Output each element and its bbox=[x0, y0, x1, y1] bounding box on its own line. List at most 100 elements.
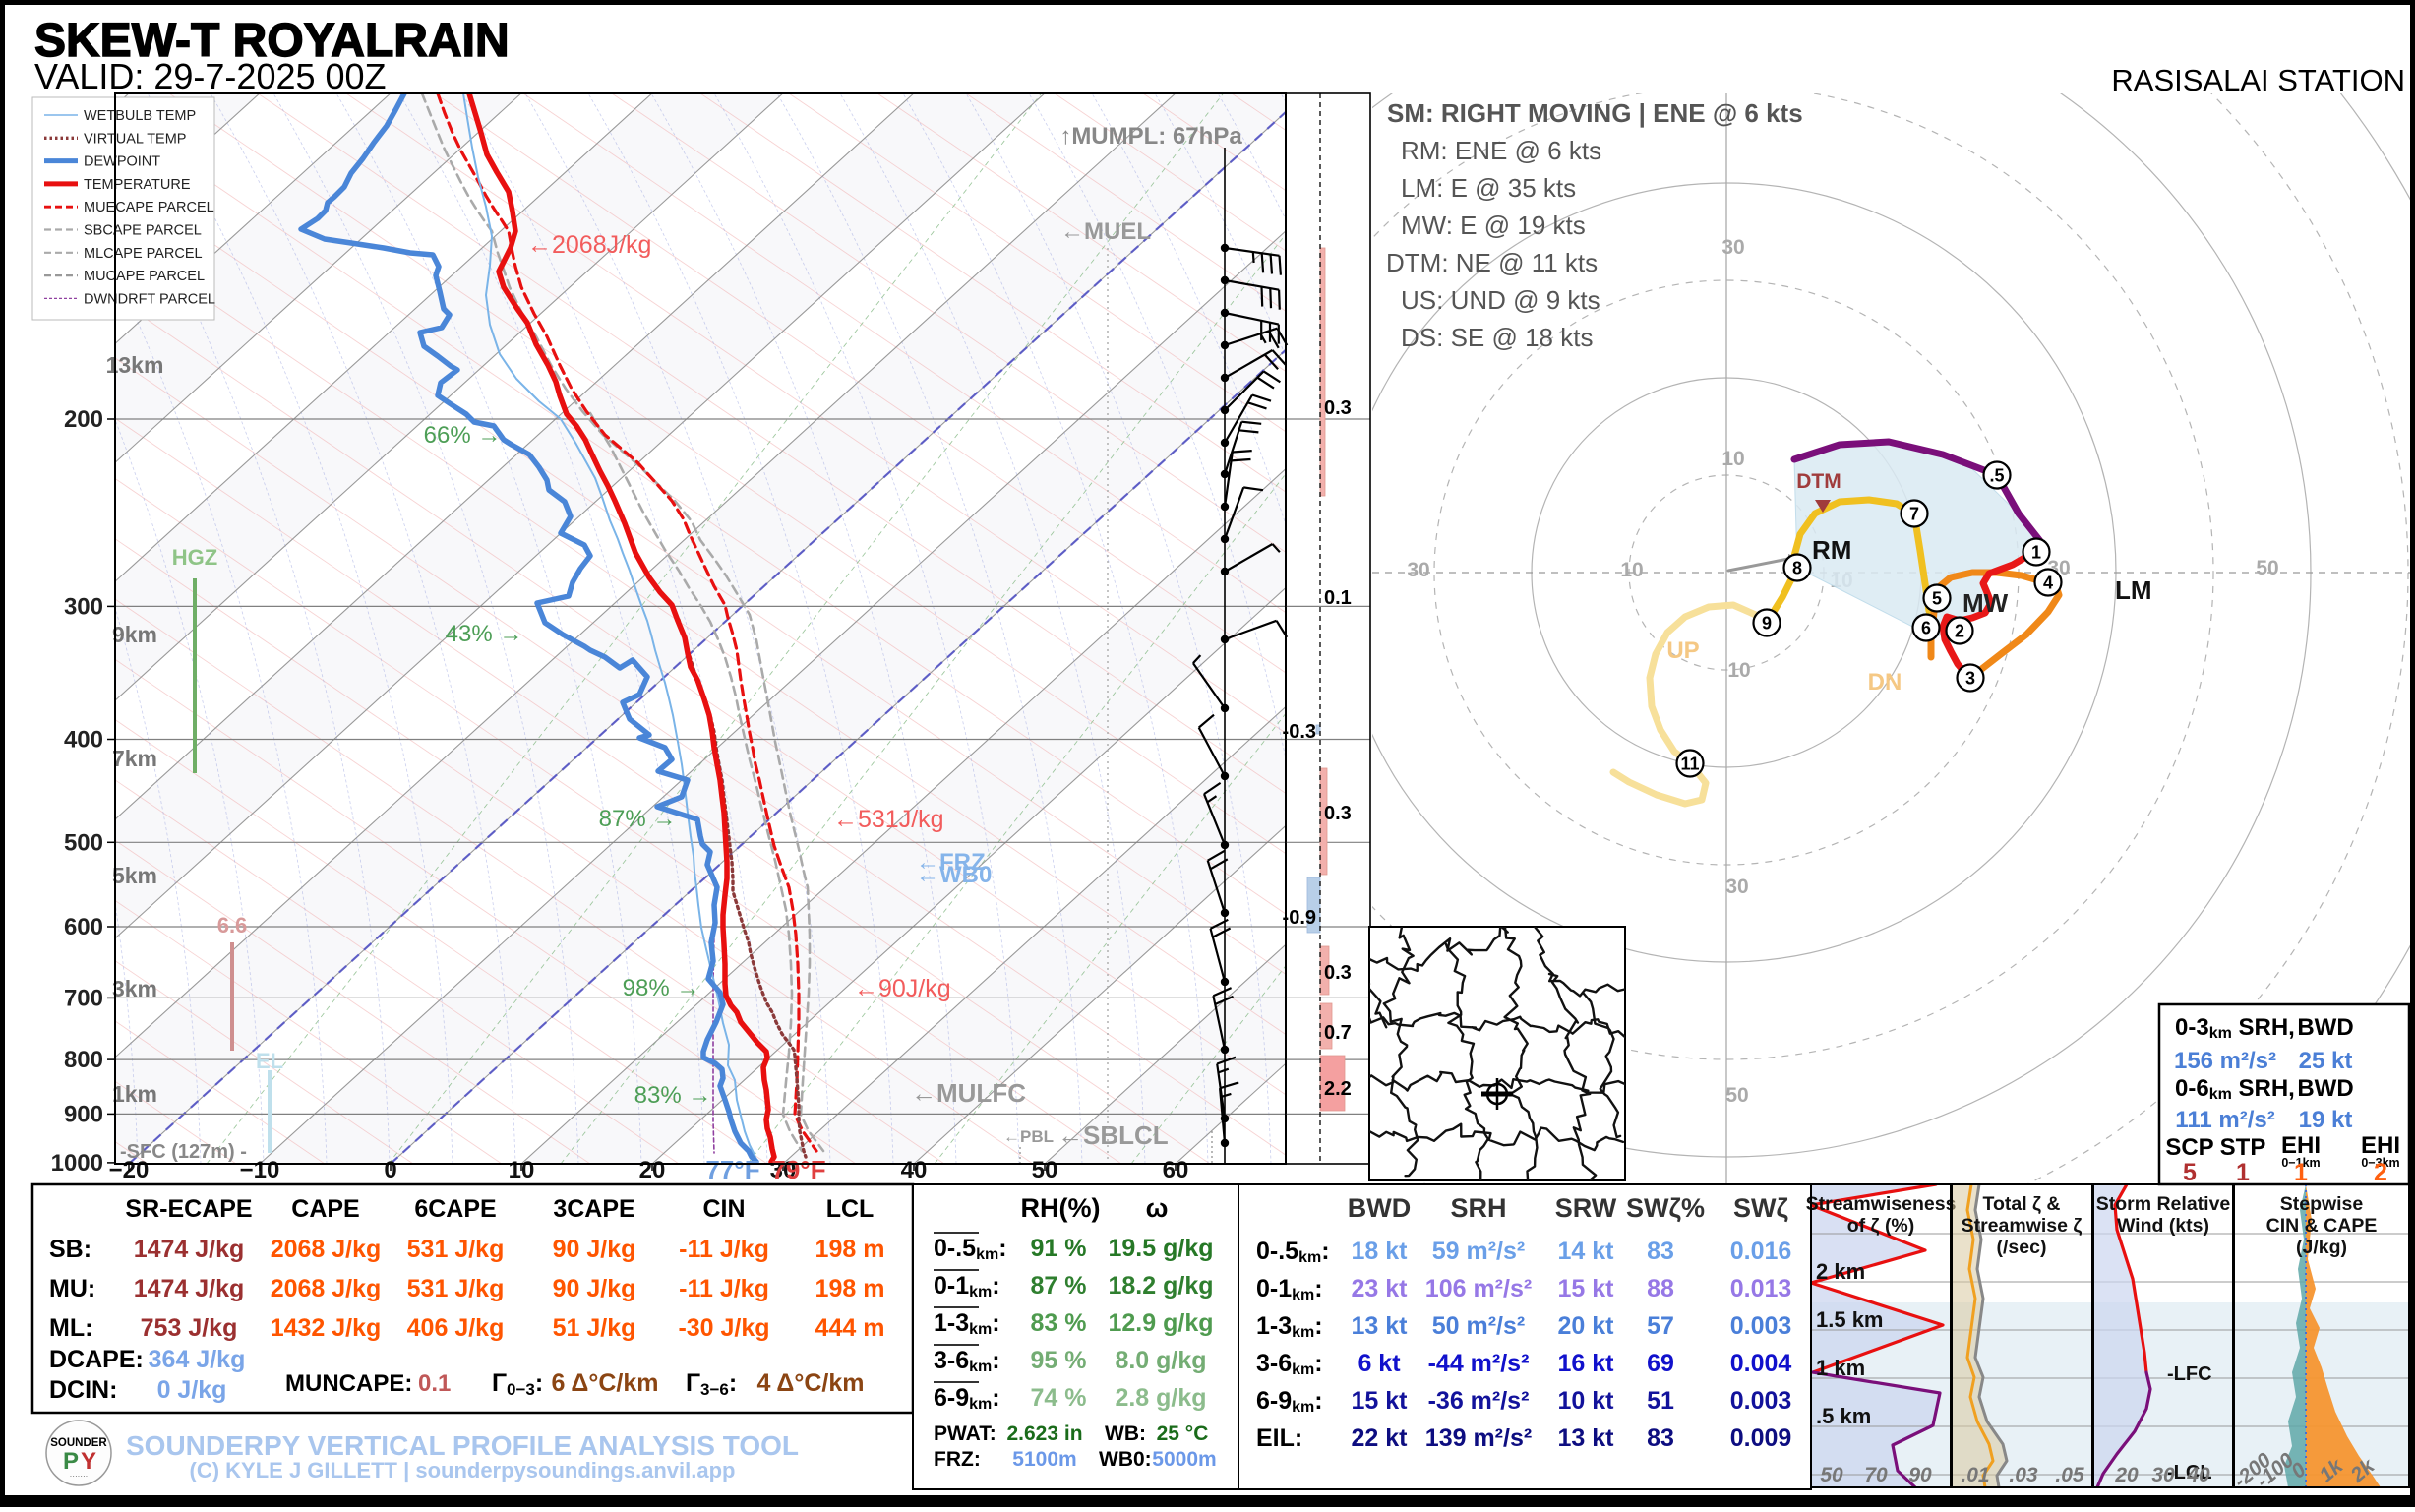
svg-text:SRH: SRH bbox=[1450, 1193, 1506, 1223]
svg-text:40: 40 bbox=[2186, 1464, 2210, 1486]
svg-text:-LFC: -LFC bbox=[2167, 1363, 2212, 1385]
svg-text:TEMPERATURE: TEMPERATURE bbox=[84, 177, 191, 193]
svg-text:7: 7 bbox=[1909, 505, 1919, 524]
svg-text:13 kt: 13 kt bbox=[1352, 1312, 1409, 1340]
svg-text:15 kt: 15 kt bbox=[1352, 1387, 1409, 1415]
svg-text:87% →: 87% → bbox=[599, 806, 677, 832]
svg-text:0.016: 0.016 bbox=[1730, 1238, 1792, 1265]
svg-text:-LCL: -LCL bbox=[2167, 1462, 2212, 1483]
svg-text:BWD: BWD bbox=[2297, 1014, 2353, 1041]
svg-text:Y: Y bbox=[81, 1448, 96, 1475]
svg-text:51: 51 bbox=[1647, 1387, 1674, 1415]
svg-text:6CAPE: 6CAPE bbox=[414, 1195, 496, 1223]
svg-text:5: 5 bbox=[1932, 589, 1942, 609]
svg-text:66% →: 66% → bbox=[424, 422, 502, 449]
svg-text:10 kt: 10 kt bbox=[1558, 1387, 1615, 1415]
svg-text:CIN: CIN bbox=[702, 1195, 745, 1223]
svg-text:SKEW-T ROYALRAIN: SKEW-T ROYALRAIN bbox=[34, 15, 510, 67]
svg-text:364 J/kg: 364 J/kg bbox=[149, 1346, 246, 1373]
svg-text:VALID: 29-7-2025 00Z: VALID: 29-7-2025 00Z bbox=[34, 56, 387, 96]
svg-text:8.0 g/kg: 8.0 g/kg bbox=[1115, 1347, 1206, 1374]
svg-text:0−1km: 0−1km bbox=[2281, 1156, 2320, 1170]
svg-text:RM: RM bbox=[1812, 535, 1851, 565]
svg-text:3km: 3km bbox=[112, 976, 157, 1001]
svg-text:6: 6 bbox=[1921, 619, 1931, 638]
svg-text:69: 69 bbox=[1647, 1350, 1674, 1377]
svg-text:444 m: 444 m bbox=[815, 1314, 885, 1342]
svg-text:83: 83 bbox=[1647, 1424, 1674, 1452]
svg-text:9: 9 bbox=[1762, 614, 1772, 634]
svg-text:2.8 g/kg: 2.8 g/kg bbox=[1115, 1384, 1206, 1412]
svg-text:.01: .01 bbox=[1961, 1464, 1989, 1486]
svg-text:406 J/kg: 406 J/kg bbox=[407, 1314, 505, 1342]
svg-text:95 %: 95 % bbox=[1031, 1347, 1087, 1374]
svg-text:MU:: MU: bbox=[49, 1275, 95, 1302]
svg-text:LM: LM bbox=[2115, 575, 2152, 605]
svg-text:-0.3: -0.3 bbox=[1283, 721, 1316, 743]
svg-text:9km: 9km bbox=[112, 622, 157, 647]
svg-text:SOUNDER: SOUNDER bbox=[50, 1437, 107, 1449]
svg-text:0.3: 0.3 bbox=[1324, 397, 1352, 419]
svg-text:156 m²/s²: 156 m²/s² bbox=[2174, 1048, 2276, 1074]
svg-text:8: 8 bbox=[1792, 559, 1802, 578]
svg-text:Total ζ &: Total ζ & bbox=[1982, 1193, 2060, 1215]
svg-text:0-6km SRH,: 0-6km SRH, bbox=[2175, 1075, 2295, 1103]
svg-text:531 J/kg: 531 J/kg bbox=[407, 1236, 505, 1263]
svg-text:DTM: NE @ 11 kts: DTM: NE @ 11 kts bbox=[1386, 248, 1598, 277]
svg-text:LM: E @ 35 kts: LM: E @ 35 kts bbox=[1401, 173, 1576, 203]
svg-text:0.7: 0.7 bbox=[1324, 1022, 1352, 1044]
svg-text:2.2: 2.2 bbox=[1324, 1078, 1352, 1100]
svg-text:43% →: 43% → bbox=[446, 621, 523, 647]
svg-text:700: 700 bbox=[64, 985, 103, 1011]
svg-text:UP: UP bbox=[1666, 637, 1699, 664]
svg-text:1 km: 1 km bbox=[1816, 1356, 1865, 1380]
svg-text:1000: 1000 bbox=[51, 1150, 103, 1177]
svg-text:Γ3−6:: Γ3−6: bbox=[686, 1369, 737, 1399]
svg-text:RM: ENE @ 6 kts: RM: ENE @ 6 kts bbox=[1401, 136, 1601, 165]
svg-text:83 %: 83 % bbox=[1031, 1309, 1087, 1337]
svg-text:1: 1 bbox=[2031, 543, 2041, 563]
svg-text:5100m: 5100m bbox=[1012, 1448, 1076, 1471]
svg-text:70: 70 bbox=[1864, 1464, 1888, 1486]
svg-text:RASISALAI STATION: RASISALAI STATION bbox=[2111, 63, 2405, 97]
svg-text:0.003: 0.003 bbox=[1730, 1387, 1792, 1415]
svg-text:16 kt: 16 kt bbox=[1558, 1350, 1615, 1377]
svg-text:50: 50 bbox=[2256, 557, 2278, 579]
svg-text:SM: RIGHT MOVING | ENE @ 6 kts: SM: RIGHT MOVING | ENE @ 6 kts bbox=[1387, 98, 1803, 128]
svg-text:(C) KYLE J GILLETT | sounderpy: (C) KYLE J GILLETT | sounderpysoundings.… bbox=[190, 1458, 736, 1482]
svg-text:-11 J/kg: -11 J/kg bbox=[679, 1236, 769, 1263]
svg-text:DTM: DTM bbox=[1796, 470, 1841, 493]
svg-text:DN: DN bbox=[1868, 669, 1902, 696]
svg-text:22 kt: 22 kt bbox=[1352, 1424, 1409, 1452]
svg-text:51 J/kg: 51 J/kg bbox=[553, 1314, 636, 1342]
svg-text:12.9 g/kg: 12.9 g/kg bbox=[1109, 1309, 1214, 1337]
svg-text:6 kt: 6 kt bbox=[1358, 1350, 1401, 1377]
svg-text:←90J/kg: ←90J/kg bbox=[854, 975, 951, 1002]
svg-text:3CAPE: 3CAPE bbox=[553, 1195, 634, 1223]
svg-text:←531J/kg: ←531J/kg bbox=[833, 806, 944, 833]
svg-text:RH(%): RH(%) bbox=[1021, 1193, 1101, 1223]
svg-text:5000m: 5000m bbox=[1152, 1448, 1216, 1471]
svg-text:531 J/kg: 531 J/kg bbox=[407, 1275, 505, 1302]
svg-text:79°F: 79°F bbox=[771, 1155, 825, 1184]
svg-text:4 Δ°C/km: 4 Δ°C/km bbox=[756, 1369, 864, 1397]
svg-text:14 kt: 14 kt bbox=[1558, 1238, 1615, 1265]
svg-text:EL: EL bbox=[256, 1049, 283, 1073]
svg-text:ω: ω bbox=[1146, 1193, 1169, 1223]
svg-text:0−3km: 0−3km bbox=[2361, 1156, 2399, 1170]
svg-text:DWNDRFT PARCEL: DWNDRFT PARCEL bbox=[84, 291, 215, 307]
svg-text:25 °C: 25 °C bbox=[1157, 1422, 1209, 1445]
svg-text:3: 3 bbox=[1965, 669, 1975, 689]
svg-text:(J/kg): (J/kg) bbox=[2296, 1237, 2347, 1258]
svg-text:20 kt: 20 kt bbox=[1558, 1312, 1615, 1340]
svg-text:1432 J/kg: 1432 J/kg bbox=[271, 1314, 382, 1342]
svg-text:.05: .05 bbox=[2055, 1464, 2084, 1486]
svg-text:MW: E @ 19 kts: MW: E @ 19 kts bbox=[1401, 211, 1586, 240]
svg-text:(/sec): (/sec) bbox=[1997, 1237, 2047, 1258]
svg-text:59 m²/s²: 59 m²/s² bbox=[1432, 1238, 1525, 1265]
svg-text:SB:: SB: bbox=[49, 1236, 91, 1263]
svg-text:Storm Relative: Storm Relative bbox=[2096, 1193, 2231, 1215]
svg-text:SCP: SCP bbox=[2165, 1134, 2213, 1161]
svg-text:6 Δ°C/km: 6 Δ°C/km bbox=[551, 1369, 658, 1397]
svg-text:MW: MW bbox=[1962, 588, 2009, 618]
